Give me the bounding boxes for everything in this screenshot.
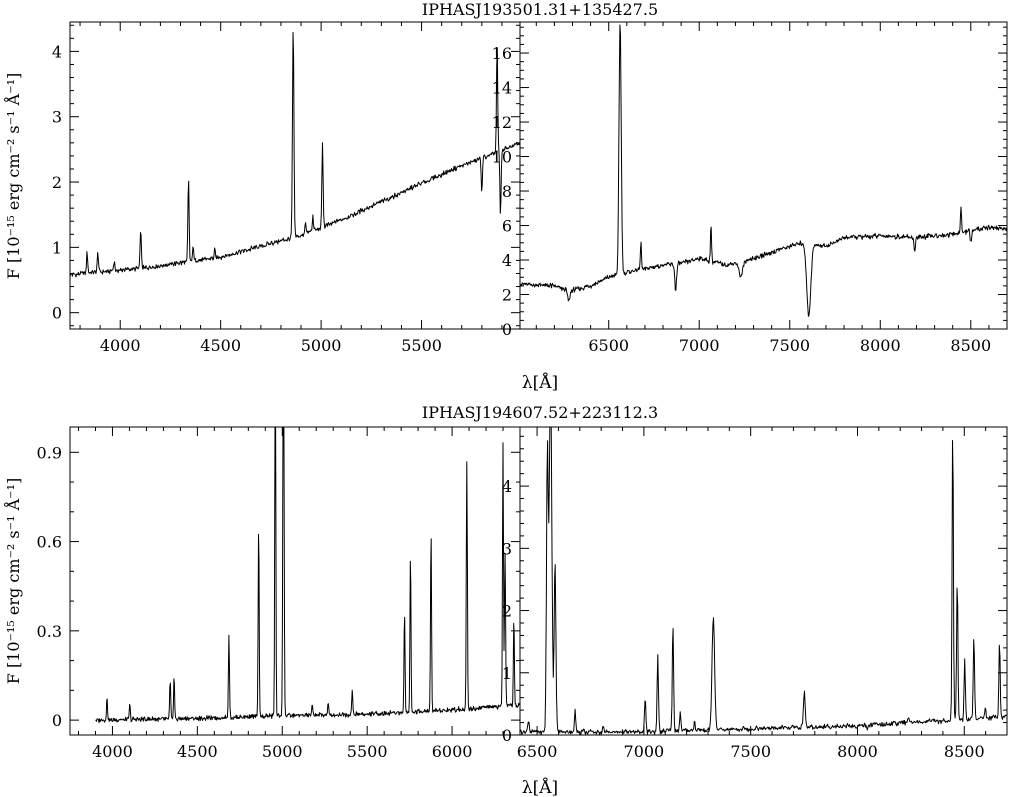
spectrum-series xyxy=(70,32,520,278)
y-tick-label: 4 xyxy=(502,477,512,496)
plot-frame xyxy=(519,21,1008,330)
y-tick-label: 10 xyxy=(492,148,512,167)
x-tick-label: 7500 xyxy=(769,336,810,355)
top-xlabel: λ[Å] xyxy=(522,372,558,393)
plot-frame xyxy=(69,21,521,330)
y-tick-label: 2 xyxy=(502,602,512,621)
x-tick-label: 5500 xyxy=(401,336,442,355)
y-tick-label: 0 xyxy=(502,320,512,339)
panel-bottom-left: 4000 4500 5000 5500 6000 0 0.3 0.6 0.9 xyxy=(37,426,521,761)
x-tick-label: 5000 xyxy=(262,742,303,761)
y-tick-label: 2 xyxy=(52,173,62,192)
top-title: IPHASJ193501.31+135427.5 xyxy=(422,0,658,19)
spectrum-series xyxy=(520,427,1007,735)
x-tick-label: 4500 xyxy=(200,336,241,355)
bottom-title: IPHASJ194607.52+223112.3 xyxy=(422,403,658,422)
y-tick-label: 4 xyxy=(502,251,512,270)
y-tick-label: 0.3 xyxy=(37,622,62,641)
bottom-ylabel: F [10⁻¹⁵ erg cm⁻² s⁻¹ Å⁻¹] xyxy=(3,478,23,684)
x-tick-label: 6500 xyxy=(588,336,629,355)
spectrum-series xyxy=(95,427,520,724)
y-tick-label: 6 xyxy=(502,217,512,236)
x-tick-label: 8000 xyxy=(860,336,901,355)
y-tick-label: 12 xyxy=(492,113,512,132)
y-tick-label: 2 xyxy=(502,286,512,305)
x-tick-label: 8000 xyxy=(837,742,878,761)
y-tick-label: 4 xyxy=(52,42,62,61)
x-tick-label: 4500 xyxy=(177,742,218,761)
x-tick-label: 6000 xyxy=(432,742,473,761)
x-tick-label: 6500 xyxy=(517,742,558,761)
x-tick-label: 7500 xyxy=(730,742,771,761)
y-tick-label: 0 xyxy=(52,711,62,730)
top-ylabel: F [10⁻¹⁵ erg cm⁻² s⁻¹ Å⁻¹] xyxy=(3,73,23,279)
y-tick-label: 16 xyxy=(492,44,512,63)
x-tick-label: 7000 xyxy=(624,742,665,761)
y-tick-label: 0 xyxy=(502,726,512,745)
panel-top-right: 6500 7000 7500 8000 8500 0 2 4 6 8 10 12 14 16 xyxy=(492,21,1008,355)
y-tick-label: 0.6 xyxy=(37,533,62,552)
y-tick-label: 14 xyxy=(492,79,512,98)
x-tick-label: 8500 xyxy=(944,742,985,761)
plot-frame xyxy=(69,426,521,736)
bottom-xlabel: λ[Å] xyxy=(522,777,558,797)
y-tick-label: 0.9 xyxy=(37,443,62,462)
y-tick-label: 1 xyxy=(502,664,512,683)
y-tick-label: 1 xyxy=(52,238,62,257)
y-tick-label: 3 xyxy=(52,108,62,127)
y-tick-label: 8 xyxy=(502,182,512,201)
y-tick-label: 0 xyxy=(52,304,62,323)
x-tick-label: 5500 xyxy=(347,742,388,761)
x-tick-label: 4000 xyxy=(100,336,141,355)
x-tick-label: 7000 xyxy=(679,336,720,355)
plot-frame xyxy=(519,426,1008,736)
x-tick-label: 4000 xyxy=(92,742,133,761)
panel-bottom-right: 6500 7000 7500 8000 8500 0 1 2 3 4 xyxy=(502,426,1008,761)
x-tick-label: 5000 xyxy=(301,336,342,355)
spectrum-series xyxy=(520,24,1007,317)
x-tick-label: 8500 xyxy=(950,336,991,355)
y-tick-label: 3 xyxy=(502,539,512,558)
